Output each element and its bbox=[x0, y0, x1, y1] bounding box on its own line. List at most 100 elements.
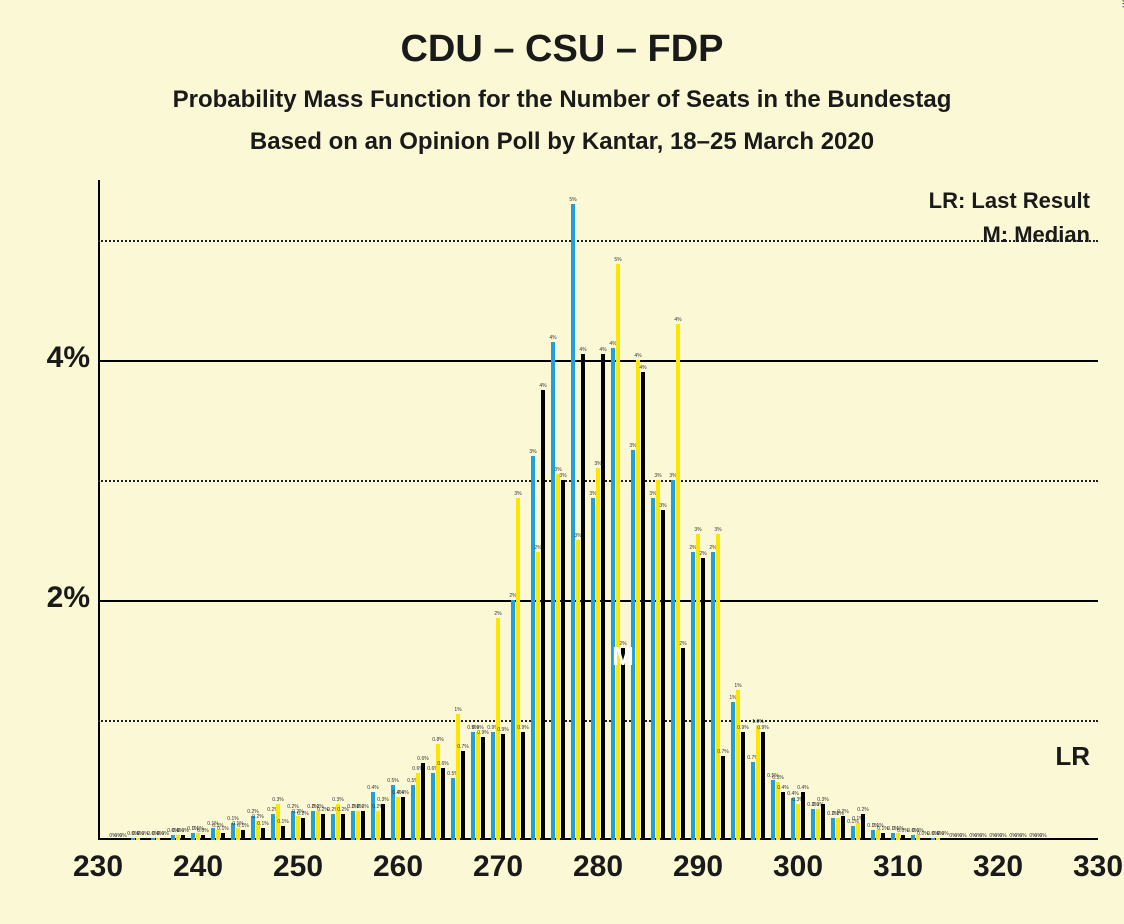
bar bbox=[921, 838, 925, 840]
bar bbox=[211, 828, 215, 840]
bar bbox=[721, 756, 725, 840]
bar bbox=[676, 324, 680, 840]
bar bbox=[831, 818, 835, 840]
bar bbox=[891, 833, 895, 840]
gridline bbox=[98, 240, 1098, 242]
bar-value-label: 0% bbox=[119, 833, 126, 839]
bar-value-label: 1% bbox=[734, 683, 741, 689]
bar-value-label: 2% bbox=[699, 551, 706, 557]
bar bbox=[876, 830, 880, 840]
bar bbox=[376, 811, 380, 840]
y-tick-label: 4% bbox=[47, 341, 90, 375]
bar bbox=[741, 732, 745, 840]
bar bbox=[576, 540, 580, 840]
bar bbox=[461, 751, 465, 840]
plot-area: 0%0%0%0.0%0.0%0.0%0.0%0.0%0.0%0.0%0.0%0.… bbox=[98, 180, 1098, 840]
bar-value-label: 0.2% bbox=[252, 814, 263, 820]
bar bbox=[716, 534, 720, 840]
bar bbox=[536, 552, 540, 840]
bar bbox=[311, 811, 315, 840]
bar-value-label: 0.9% bbox=[497, 727, 508, 733]
bar-value-label: 5% bbox=[614, 257, 621, 263]
bar-value-label: 0.3% bbox=[377, 797, 388, 803]
bar bbox=[151, 838, 155, 840]
bar bbox=[751, 762, 755, 840]
x-tick-label: 330 bbox=[1073, 850, 1123, 884]
bar bbox=[656, 480, 660, 840]
bar-value-label: 3% bbox=[654, 473, 661, 479]
bar bbox=[571, 204, 575, 840]
bar bbox=[616, 264, 620, 840]
bar bbox=[671, 480, 675, 840]
bar bbox=[776, 782, 780, 840]
bar bbox=[691, 552, 695, 840]
bar bbox=[936, 838, 940, 840]
bar bbox=[221, 833, 225, 840]
median-marker: M bbox=[612, 641, 634, 672]
bar bbox=[156, 838, 160, 840]
bar-value-label: 5% bbox=[569, 197, 576, 203]
bar bbox=[611, 348, 615, 840]
bar bbox=[601, 354, 605, 840]
bar-value-label: 0.3% bbox=[817, 797, 828, 803]
bar-value-label: 0.6% bbox=[437, 761, 448, 767]
bar-value-label: 1% bbox=[454, 707, 461, 713]
x-tick-label: 230 bbox=[73, 850, 123, 884]
bar bbox=[181, 835, 185, 840]
bar-value-label: 3% bbox=[694, 527, 701, 533]
bar bbox=[736, 690, 740, 840]
copyright-text: © 2021 Filip van Laenen bbox=[1120, 0, 1124, 8]
bar-value-label: 0.2% bbox=[837, 809, 848, 815]
bar bbox=[361, 811, 365, 840]
bar bbox=[636, 360, 640, 840]
bar bbox=[811, 809, 815, 840]
x-tick-label: 250 bbox=[273, 850, 323, 884]
y-tick-label: 2% bbox=[47, 581, 90, 615]
x-tick-label: 280 bbox=[573, 850, 623, 884]
bar bbox=[621, 648, 625, 840]
bar bbox=[841, 816, 845, 840]
bar-value-label: 0.4% bbox=[367, 785, 378, 791]
bar bbox=[451, 778, 455, 840]
bar bbox=[131, 838, 135, 840]
bar bbox=[281, 826, 285, 840]
bar bbox=[371, 792, 375, 840]
bar bbox=[201, 835, 205, 840]
bar bbox=[291, 811, 295, 840]
bar-value-label: 0.6% bbox=[417, 756, 428, 762]
bar-value-label: 0% bbox=[1019, 833, 1026, 839]
bar bbox=[161, 838, 165, 840]
x-tick-label: 310 bbox=[873, 850, 923, 884]
bar bbox=[701, 558, 705, 840]
bar-value-label: 0.4% bbox=[397, 790, 408, 796]
bar bbox=[796, 804, 800, 840]
bar-value-label: 0.0% bbox=[197, 828, 208, 834]
x-tick-label: 300 bbox=[773, 850, 823, 884]
bar bbox=[801, 792, 805, 840]
bar bbox=[436, 744, 440, 840]
bar bbox=[271, 814, 275, 840]
bar bbox=[711, 552, 715, 840]
bar bbox=[396, 797, 400, 840]
bar-value-label: 0.1% bbox=[277, 819, 288, 825]
bar bbox=[416, 773, 420, 840]
bar-value-label: 0.2% bbox=[357, 804, 368, 810]
bar bbox=[681, 648, 685, 840]
x-tick-label: 240 bbox=[173, 850, 223, 884]
bar-value-label: 0.4% bbox=[797, 785, 808, 791]
legend-line-1: M: Median bbox=[982, 222, 1090, 248]
bar bbox=[551, 342, 555, 840]
bar-value-label: 4% bbox=[634, 353, 641, 359]
bar bbox=[236, 828, 240, 840]
bar bbox=[761, 732, 765, 840]
bar bbox=[856, 823, 860, 840]
bar bbox=[171, 835, 175, 840]
bar bbox=[381, 804, 385, 840]
chart-subtitle-1: Probability Mass Function for the Number… bbox=[0, 86, 1124, 114]
bar bbox=[441, 768, 445, 840]
bar bbox=[431, 773, 435, 840]
bar bbox=[641, 372, 645, 840]
bar bbox=[651, 498, 655, 840]
bar bbox=[421, 763, 425, 840]
bar bbox=[661, 510, 665, 840]
